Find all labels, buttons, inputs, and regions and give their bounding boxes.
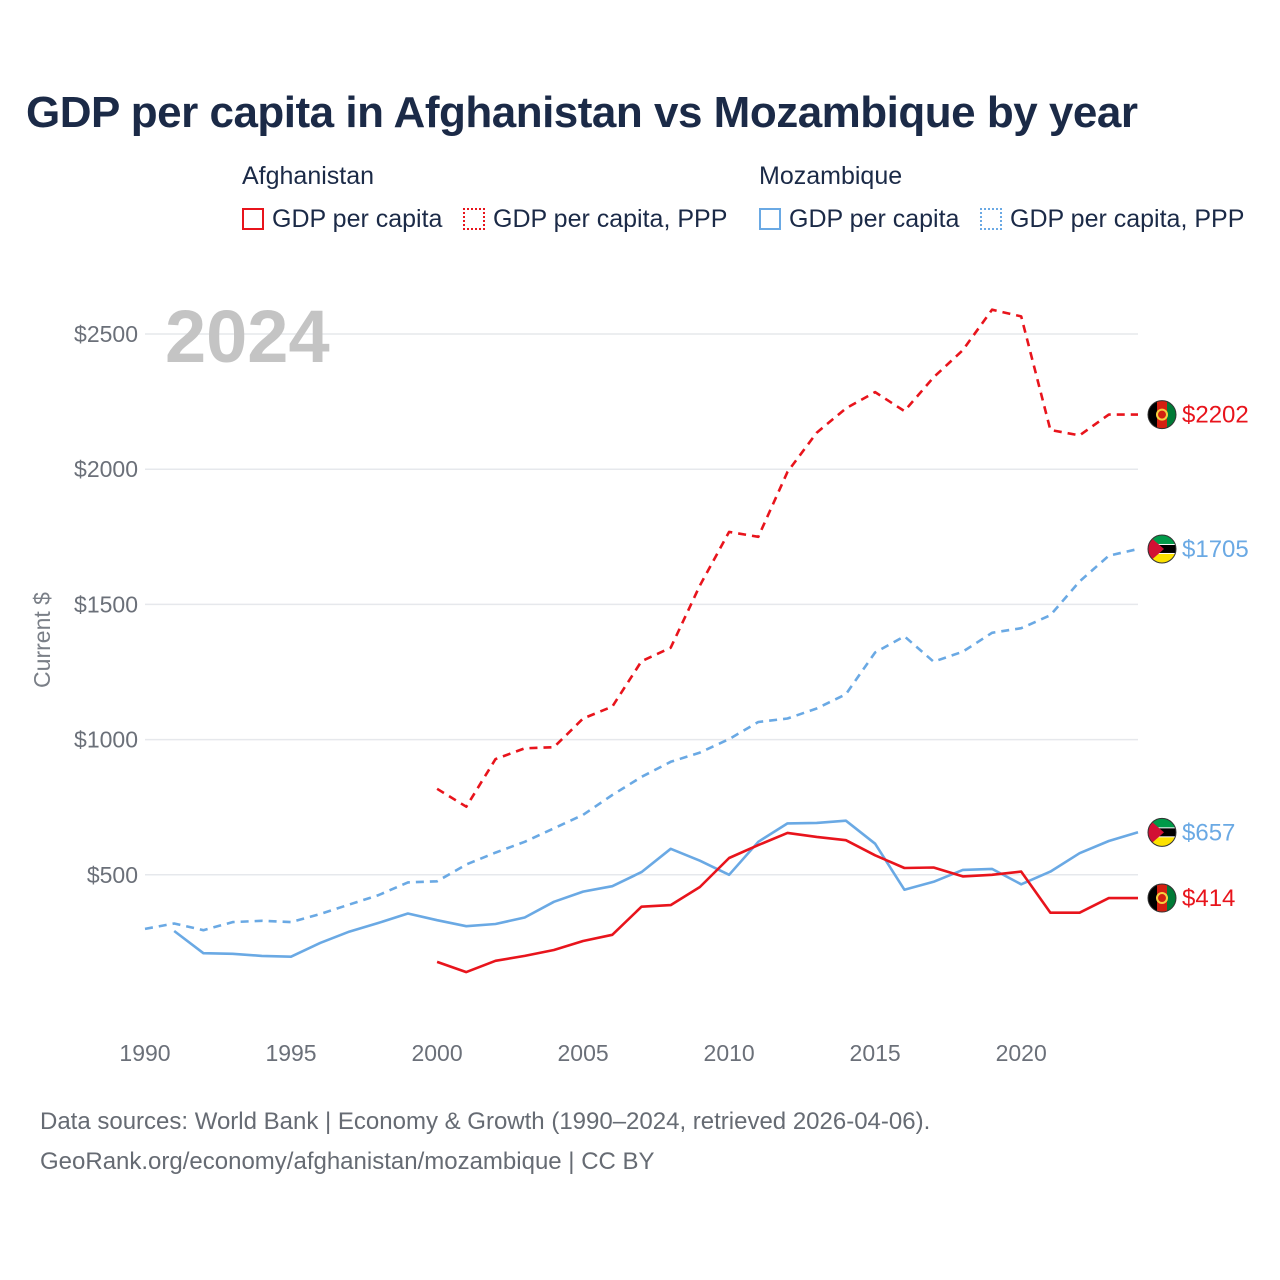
legend-label: GDP per capita: [272, 204, 443, 233]
legend-swatch-dotted-red: [463, 208, 485, 230]
end-label: $414: [1182, 885, 1235, 912]
x-tick-labels: 1990 1995 2000 2005 2010 2015 2020: [119, 1040, 1046, 1066]
afghanistan-flag-icon: [1147, 400, 1177, 430]
y-tick-labels: $500 $1000 $1500 $2000 $2500: [74, 321, 138, 888]
y-tick-label: $1000: [74, 727, 138, 753]
x-tick-label: 1995: [265, 1040, 316, 1066]
series-lines: [144, 308, 1139, 974]
end-label: $2202: [1182, 402, 1249, 429]
series-line-1[interactable]: [144, 547, 1139, 932]
y-tick-label: $500: [87, 862, 138, 888]
legend-group-mozambique: Mozambique: [759, 162, 903, 190]
y-tick-label: $1500: [74, 591, 138, 617]
y-tick-label: $2500: [74, 321, 138, 347]
footer-link[interactable]: GeoRank.org/economy/afghanistan/mozambiq…: [40, 1148, 655, 1175]
legend-swatch-solid-red: [242, 208, 264, 230]
mozambique-flag-icon: [1147, 534, 1177, 564]
legend-item-mozambique-gdp[interactable]: GDP per capita: [759, 204, 959, 234]
end-label: $657: [1182, 819, 1235, 846]
legend-item-afghanistan-gdp-ppp[interactable]: GDP per capita, PPP: [463, 204, 727, 234]
series-line-3[interactable]: [436, 831, 1138, 974]
legend-item-afghanistan-gdp[interactable]: GDP per capita: [242, 204, 442, 234]
year-watermark: 2024: [165, 295, 330, 378]
legend-label: GDP per capita: [789, 204, 960, 233]
legend-label: GDP per capita, PPP: [1010, 204, 1245, 233]
legend-group-afghanistan: Afghanistan: [242, 162, 375, 190]
x-tick-label: 2015: [850, 1040, 901, 1066]
series-line-2[interactable]: [173, 819, 1139, 959]
x-tick-label: 2005: [558, 1040, 609, 1066]
x-tick-label: 2010: [704, 1040, 755, 1066]
x-tick-label: 2020: [996, 1040, 1047, 1066]
end-label: $1705: [1182, 536, 1249, 563]
series-line-0[interactable]: [436, 308, 1138, 809]
mozambique-flag-icon: [1147, 817, 1177, 847]
legend-swatch-solid-blue: [759, 208, 781, 230]
grid-lines: [145, 333, 1138, 876]
end-labels: $2202 $1705 $657 $414: [1147, 400, 1249, 913]
y-axis-label: Current $: [29, 592, 55, 688]
legend-label: GDP per capita, PPP: [493, 204, 728, 233]
footer-sources: Data sources: World Bank | Economy & Gro…: [40, 1108, 931, 1135]
chart-title: GDP per capita in Afghanistan vs Mozambi…: [26, 88, 1138, 137]
legend-swatch-dotted-blue: [980, 208, 1002, 230]
y-tick-label: $2000: [74, 456, 138, 482]
legend-item-mozambique-gdp-ppp[interactable]: GDP per capita, PPP: [980, 204, 1244, 234]
afghanistan-flag-icon: [1147, 883, 1177, 913]
x-tick-label: 1990: [119, 1040, 170, 1066]
x-tick-label: 2000: [411, 1040, 462, 1066]
